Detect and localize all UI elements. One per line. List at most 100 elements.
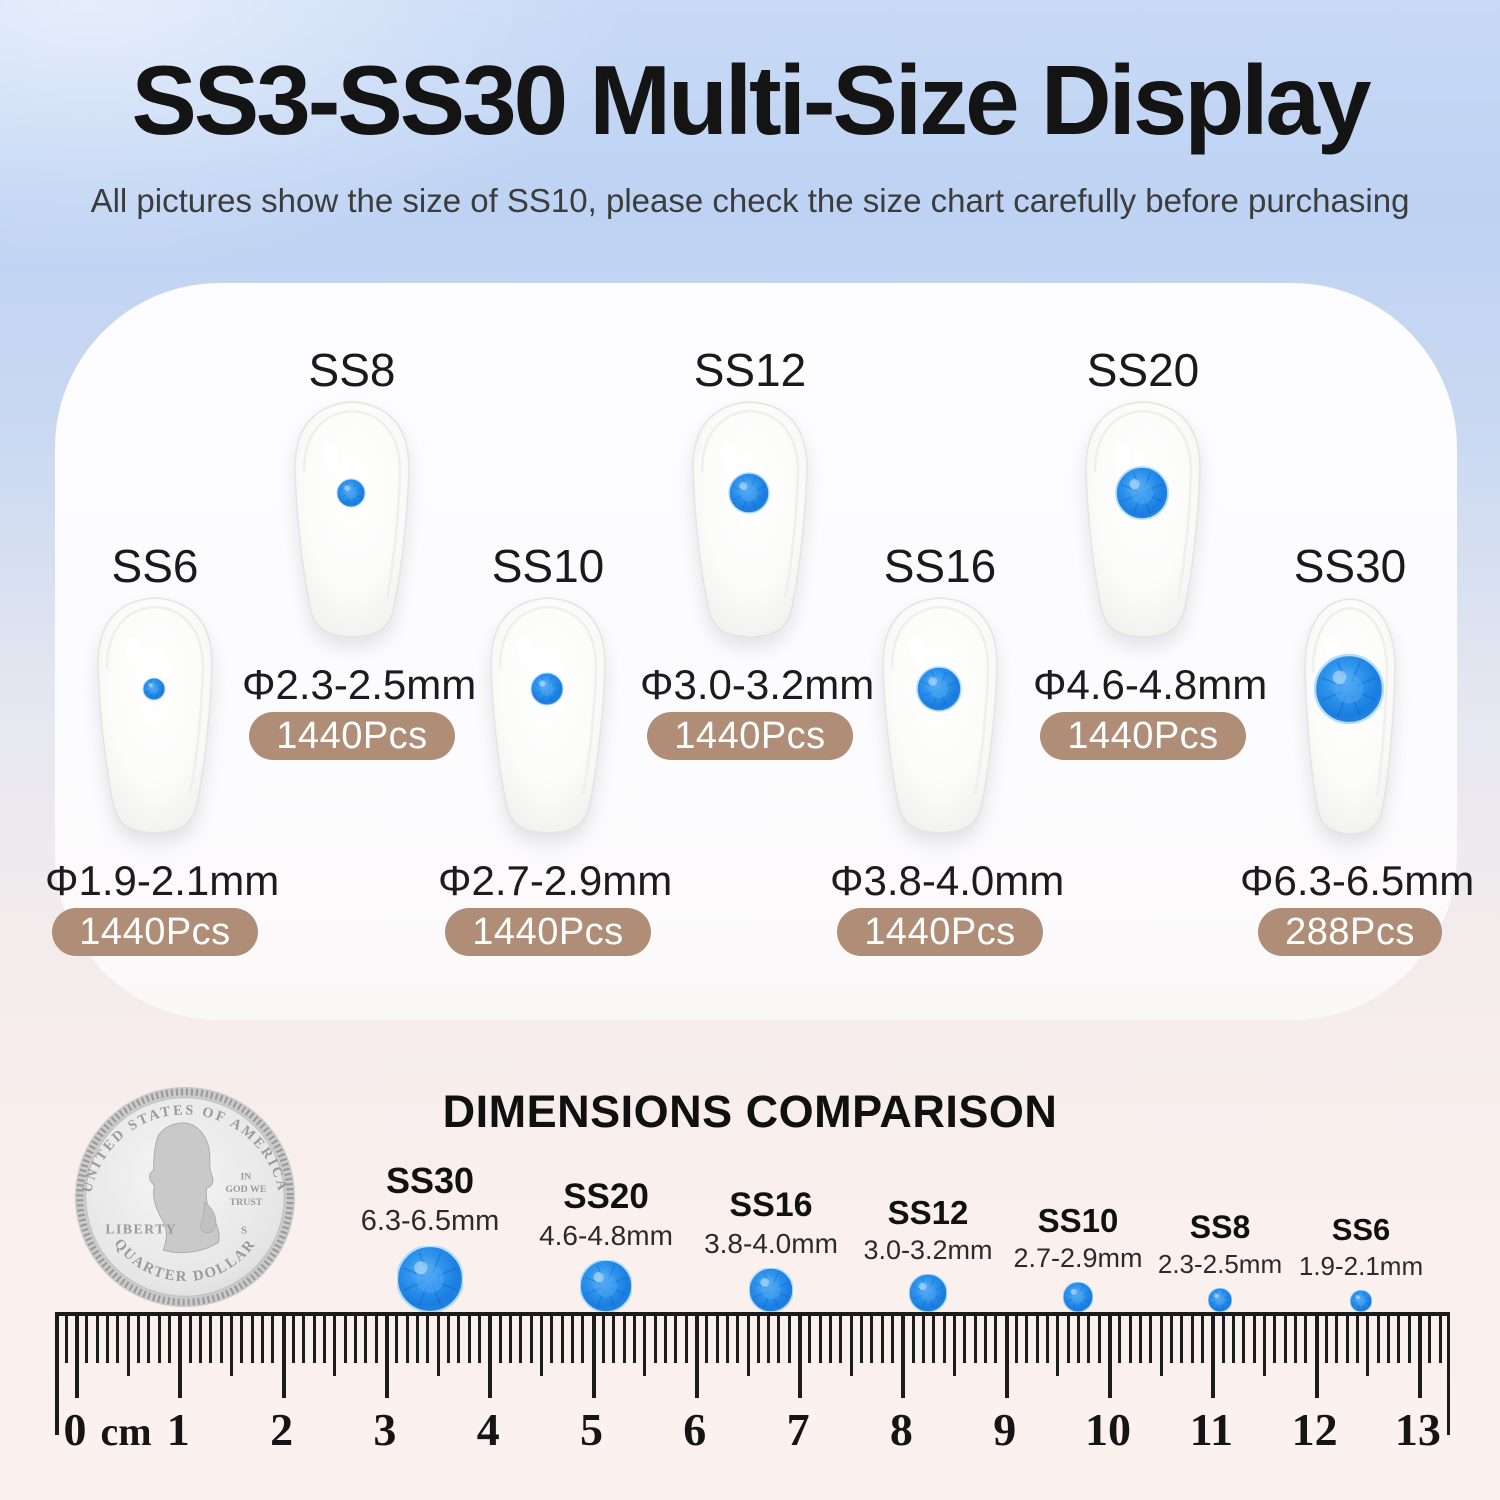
nail-tip-image [692,401,808,638]
diameter-label: Φ6.3-6.5mm [1240,857,1475,904]
size-label: SS20 [1086,344,1200,396]
nail-tip-image [490,597,606,834]
ruler-tick [374,1316,378,1363]
size-label: SS30 [1293,540,1407,592]
ruler-number: 4 [476,1404,500,1455]
ruler-tick [209,1316,213,1363]
count-badge: 288Pcs [1258,908,1442,956]
ruler-tick [219,1316,223,1363]
rhinestone-gem [1115,466,1169,520]
ruler-tick [777,1316,781,1363]
size-label: SS10 [491,540,605,592]
ruler-tick [1314,1316,1319,1398]
ruler-tick [1345,1316,1349,1363]
ruler-tick [250,1316,254,1363]
ruler-tick [157,1316,161,1363]
ruler-tick [736,1316,740,1363]
comparison-size-range: 6.3-6.5mm [360,1205,500,1237]
ruler-tick [1304,1316,1308,1363]
ruler-tick [291,1316,295,1363]
ruler-tick [1252,1316,1256,1363]
ruler-tick [932,1316,936,1363]
ruler-tick [343,1316,347,1363]
nail-tip-image [1304,598,1396,835]
ruler-tick [922,1316,926,1363]
comparison-item: SS30 6.3-6.5mm [340,1160,520,1312]
ruler-tick [798,1316,803,1398]
ruler-tick [1355,1316,1359,1363]
ruler-tick [1386,1316,1390,1363]
ruler-tick [787,1316,791,1363]
ruler-unit-label: cm [100,1409,152,1454]
size-display-card: SS8 Φ2.3-2.5mm 1440Pcs [242,344,477,760]
page-title: SS3-SS30 Multi-Size Display [131,45,1372,155]
size-display-card: SS30 Φ6.3-6.5mm 288Pcs [1240,540,1475,956]
count-badge-row: 1440Pcs [45,904,265,956]
ruler-tick [911,1316,915,1363]
ruler-tick [756,1316,760,1363]
rhinestone-dot [1063,1282,1093,1312]
comparison-size-name: SS16 [729,1186,813,1224]
ruler-top-edge [55,1312,1450,1316]
ruler-tick [829,1316,833,1363]
ruler-tick [839,1316,843,1363]
ruler-tick [116,1316,120,1363]
ruler-number: 12 [1291,1404,1338,1455]
diameter-label: Φ2.3-2.5mm [242,661,477,708]
ruler-tick [1273,1316,1277,1363]
ruler-tick [384,1316,389,1398]
diameter-label: Φ4.6-4.8mm [1033,661,1268,708]
rhinestone-gem [336,478,366,508]
ruler-tick [653,1316,657,1363]
ruler-tick [539,1316,543,1376]
ruler-tick [1170,1316,1173,1363]
ruler-tick [1438,1316,1442,1363]
count-badge: 1440Pcs [837,908,1043,956]
ruler-tick [984,1316,987,1363]
comparison-item: SS6 1.9-2.1mm [1271,1212,1451,1312]
ruler-tick [85,1316,89,1363]
comparison-size-name: SS6 [1331,1212,1391,1247]
ruler-tick [395,1316,399,1363]
ruler-tick [1159,1316,1163,1376]
ruler-tick [1035,1316,1039,1363]
ruler-right-edge [1446,1312,1450,1435]
ruler-tick [271,1316,275,1363]
ruler-tick [1428,1316,1432,1363]
count-badge-row: 1440Pcs [1033,708,1253,760]
coin-ridges [76,1088,294,1306]
ruler-tick [240,1316,244,1363]
portrait-ponytail [199,1201,217,1234]
ruler-tick [477,1316,481,1363]
size-label: SS8 [308,344,396,396]
ruler-tick [901,1316,906,1398]
ruler-tick [446,1316,450,1363]
ruler-tick [1149,1316,1153,1363]
ruler-tick [973,1316,977,1363]
ruler-tick [643,1316,647,1376]
ruler-number: 5 [580,1404,603,1455]
rhinestone-dot [909,1274,947,1312]
ruler-tick [1190,1316,1194,1363]
ruler-number: 6 [683,1404,707,1455]
diameter-label: Φ1.9-2.1mm [45,857,280,904]
ruler-tick [498,1316,502,1363]
ruler-tick [1077,1316,1080,1363]
count-badge: 1440Pcs [249,712,455,760]
ruler-tick [849,1316,853,1376]
ruler-tick [488,1316,493,1398]
ruler-tick [725,1316,729,1363]
ruler-tick [1397,1316,1401,1363]
nail-tip-image [97,597,213,834]
ruler-tick [1015,1316,1018,1363]
comparison-size-range: 1.9-2.1mm [1298,1251,1424,1281]
ruler-tick [1180,1316,1184,1363]
gloss-highlight [322,441,340,471]
comparison-size-range: 3.8-4.0mm [704,1228,838,1259]
ruler-tick [405,1316,409,1363]
ruler-tick [870,1316,874,1363]
ruler-tick [1242,1316,1246,1363]
ruler-tick [663,1316,667,1363]
gloss-highlight [125,637,143,667]
ruler-tick [322,1316,326,1363]
